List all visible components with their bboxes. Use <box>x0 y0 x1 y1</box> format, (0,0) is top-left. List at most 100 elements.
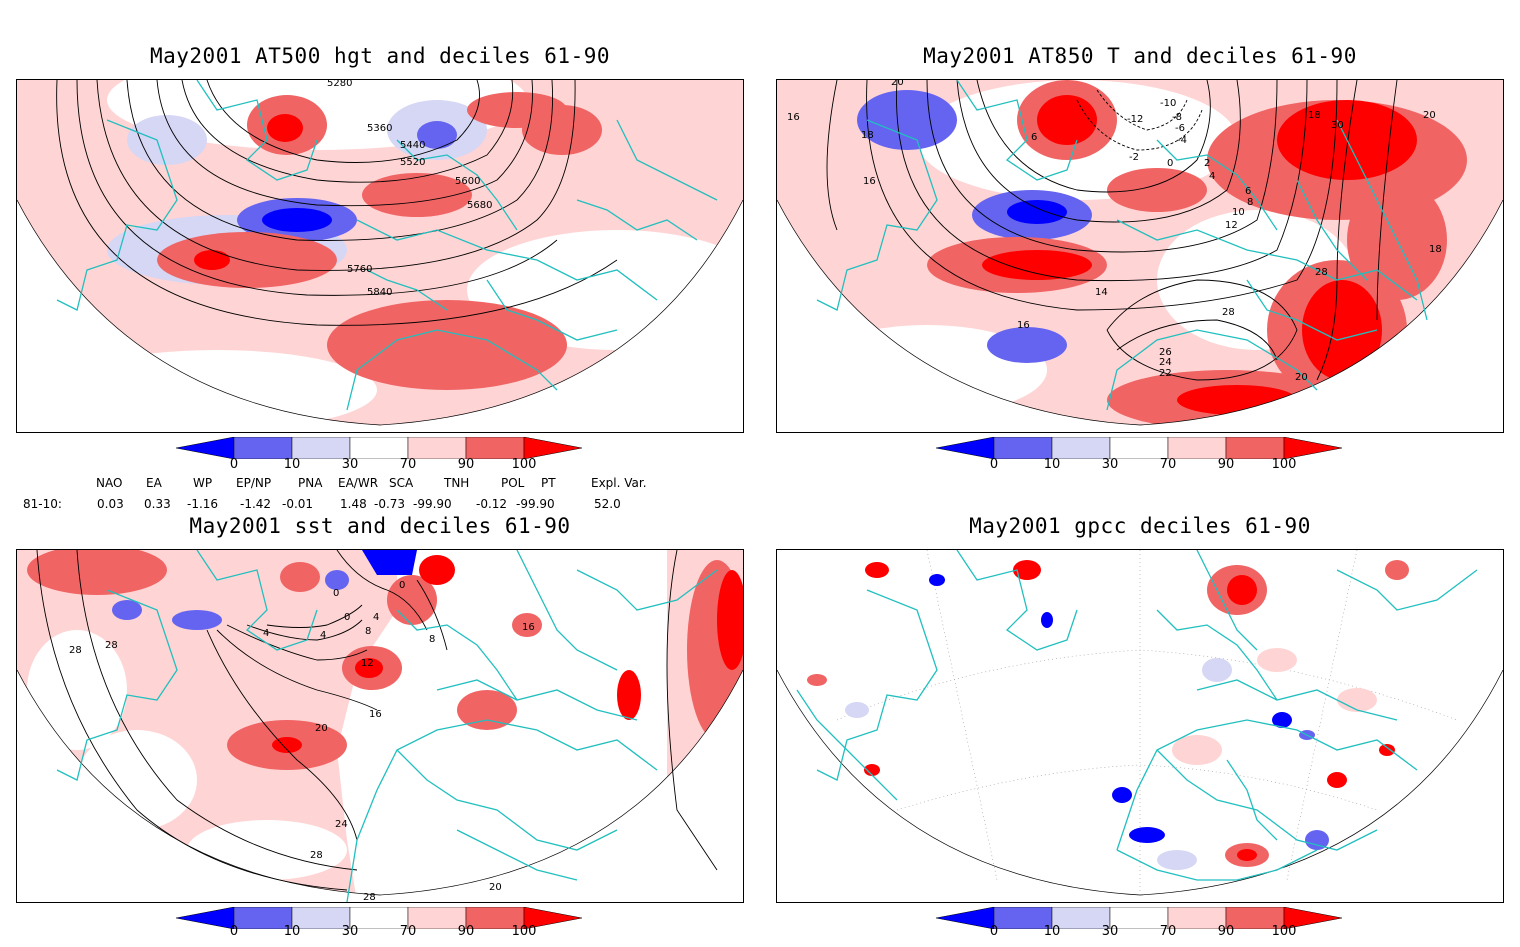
colorbar-swatches <box>175 436 583 460</box>
contour-label: 28 <box>69 645 82 656</box>
panel-title-sst: May2001 sst and deciles 61-90 <box>189 514 571 538</box>
colorbar-swatches <box>935 436 1343 460</box>
colorbar-tick: 10 <box>283 924 301 939</box>
colorbar-bottom-right: 0 10 30 70 90 100 <box>935 906 1356 947</box>
colorbar-top-left: 0 10 30 70 90 100 <box>175 436 596 477</box>
colorbar-tick: 0 <box>989 457 999 472</box>
contour-label: 16 <box>863 176 876 187</box>
colorbar-tick: 100 <box>1271 924 1297 939</box>
contour-label: 14 <box>1095 287 1108 298</box>
contour-label: -4 <box>1177 135 1187 146</box>
index-name-pt: PT <box>541 476 556 490</box>
contour-label: 10 <box>1232 207 1245 218</box>
map-sst: 28 28 4 4 0 4 8 12 16 20 24 28 28 0 8 16… <box>16 549 744 903</box>
colorbar-swatch-3 <box>1109 436 1169 460</box>
contour-label: -6 <box>1175 123 1185 134</box>
contour-label: 4 <box>320 630 326 641</box>
colorbar-swatch-5 <box>1225 436 1285 460</box>
colorbar-tick: 30 <box>1101 457 1119 472</box>
contour-label: 4 <box>373 612 379 623</box>
colorbar-swatch-5 <box>465 436 525 460</box>
colorbar-tick: 0 <box>989 924 999 939</box>
contour-label: 5280 <box>327 80 352 89</box>
colorbar-tick: 100 <box>511 457 537 472</box>
colorbar-swatches <box>935 906 1343 930</box>
index-value-tnh: -99.90 <box>413 497 452 511</box>
colorbar-swatch-1 <box>233 436 293 460</box>
contour-label: 28 <box>105 640 118 651</box>
colorbar-tick: 0 <box>229 924 239 939</box>
contour-label: 24 <box>1159 357 1172 368</box>
map-hgt500: 5280 5360 5440 5520 5600 5680 5760 5840 <box>16 79 744 433</box>
map-sst-svg: 28 28 4 4 0 4 8 12 16 20 24 28 28 0 8 16… <box>17 550 743 902</box>
colorbar-swatch-4 <box>1167 436 1227 460</box>
index-name-sca: SCA <box>389 476 414 490</box>
index-value-ea: 0.33 <box>144 497 171 511</box>
contour-label: 4 <box>263 628 269 639</box>
contour-label: 30 <box>1331 120 1344 131</box>
contour-label: 4 <box>1209 171 1215 182</box>
colorbar-tick: 90 <box>1217 457 1235 472</box>
contour-label: -2 <box>1129 152 1139 163</box>
index-name-epnp: EP/NP <box>236 476 272 490</box>
colorbar-tick: 30 <box>1101 924 1119 939</box>
colorbar-bottom-left: 0 10 30 70 90 100 <box>175 906 596 947</box>
index-name-expl-var: Expl. Var. <box>591 476 647 490</box>
colorbar-swatch-2 <box>1051 436 1111 460</box>
index-value-epnp: -1.42 <box>240 497 272 511</box>
index-value-pt: -99.90 <box>516 497 555 511</box>
colorbar-tick: 70 <box>399 924 417 939</box>
index-value-pna: -0.01 <box>282 497 314 511</box>
colorbar-swatch-2 <box>291 436 351 460</box>
colorbar-tick: 90 <box>457 457 475 472</box>
contour-label: 28 <box>310 850 323 861</box>
contour-label: 16 <box>1017 320 1030 331</box>
indices-values: 81-10: 0.03 0.33 -1.16 -1.42 -0.01 1.48 … <box>0 497 700 513</box>
index-value-pol: -0.12 <box>476 497 508 511</box>
colorbar-tick: 90 <box>457 924 475 939</box>
contour-label: 6 <box>1031 132 1037 143</box>
contour-label: 16 <box>787 112 800 123</box>
contour-label: 28 <box>363 892 376 902</box>
index-name-pna: PNA <box>298 476 323 490</box>
contour-label: 0 <box>344 612 350 623</box>
contour-label: 28 <box>1222 307 1235 318</box>
colorbar-swatch-6 <box>1283 436 1343 460</box>
contour-label: 0 <box>399 580 405 591</box>
contour-label: 0 <box>333 588 339 599</box>
index-value-sca: -0.73 <box>374 497 406 511</box>
contour-label: 8 <box>365 626 371 637</box>
index-name-ea: EA <box>146 476 162 490</box>
contour-label: 20 <box>891 80 904 88</box>
contour-label: 18 <box>1308 110 1321 121</box>
contour-label: 8 <box>1247 197 1253 208</box>
contour-label: -8 <box>1172 112 1182 123</box>
colorbar-swatch-0 <box>935 906 995 930</box>
contour-label: 5520 <box>400 157 425 168</box>
contour-label: 12 <box>1225 220 1238 231</box>
colorbar-swatch-0 <box>175 906 235 930</box>
colorbar-swatch-6 <box>1283 906 1343 930</box>
contour-label: 2 <box>1204 158 1210 169</box>
contour-label: -12 <box>1127 114 1143 125</box>
colorbar-tick: 0 <box>229 457 239 472</box>
index-value-nao: 0.03 <box>97 497 124 511</box>
index-value-expl-var: 52.0 <box>594 497 621 511</box>
contour-label: 18 <box>1429 244 1442 255</box>
index-name-wp: WP <box>193 476 213 490</box>
map-t850: 20 16 18 16 -12 -10 -8 -6 -4 -2 0 2 4 6 … <box>776 79 1504 433</box>
colorbar-tick: 70 <box>1159 457 1177 472</box>
map-gpcc <box>776 549 1504 903</box>
index-name-nao: NAO <box>96 476 123 490</box>
contour-label: 20 <box>315 723 328 734</box>
panel-title-gpcc: May2001 gpcc deciles 61-90 <box>969 514 1311 538</box>
contour-label: 20 <box>489 882 502 893</box>
contour-label: 16 <box>522 622 535 633</box>
colorbar-tick: 90 <box>1217 924 1235 939</box>
contour-label: 26 <box>1159 347 1172 358</box>
contour-label: 16 <box>369 709 382 720</box>
index-name-tnh: TNH <box>444 476 470 490</box>
colorbar-swatch-6 <box>523 436 583 460</box>
colorbar-tick: 70 <box>1159 924 1177 939</box>
map-gpcc-svg <box>777 550 1503 896</box>
